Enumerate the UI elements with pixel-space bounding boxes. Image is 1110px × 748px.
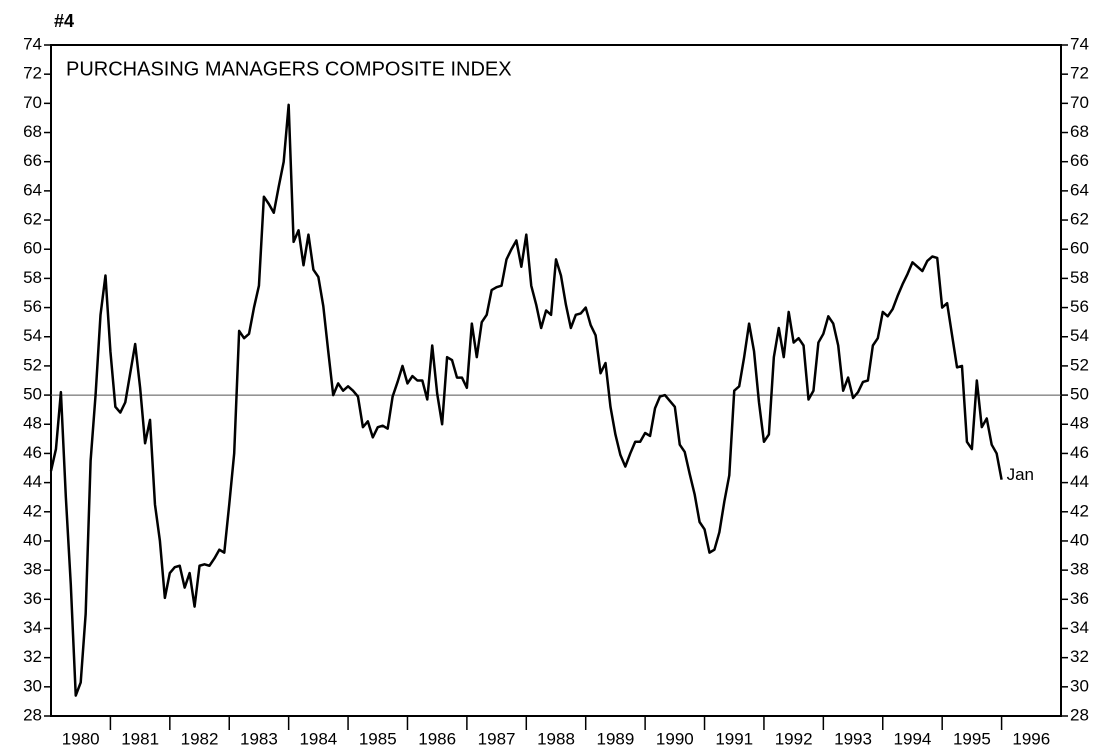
y-tick-label: 72 [23,64,42,83]
y2-tick-label: 68 [1070,122,1089,141]
y-tick-label: 44 [23,472,42,491]
y-tick-label: 28 [23,705,42,724]
x-tick-label: 1985 [359,729,397,748]
y-tick-label: 34 [23,618,42,637]
x-tick-label: 1980 [62,729,100,748]
y2-tick-label: 70 [1070,93,1089,112]
y2-tick-label: 54 [1070,326,1089,345]
y-tick-label: 40 [23,530,42,549]
y-tick-label: 52 [23,355,42,374]
x-tick-label: 1986 [418,729,456,748]
x-tick-label: 1981 [121,729,159,748]
y2-tick-label: 44 [1070,472,1089,491]
x-tick-label: 1995 [953,729,991,748]
y2-tick-label: 34 [1070,618,1089,637]
x-tick-label: 1983 [240,729,278,748]
y-tick-label: 42 [23,501,42,520]
y-tick-label: 68 [23,122,42,141]
y2-tick-label: 72 [1070,64,1089,83]
y-tick-label: 58 [23,268,42,287]
y2-tick-label: 58 [1070,268,1089,287]
y-tick-label: 30 [23,676,42,695]
y2-tick-label: 46 [1070,443,1089,462]
y2-tick-label: 50 [1070,385,1089,404]
y2-tick-label: 56 [1070,297,1089,316]
y2-tick-label: 32 [1070,647,1089,666]
y2-tick-label: 64 [1070,180,1089,199]
y-tick-label: 46 [23,443,42,462]
y-tick-label: 70 [23,93,42,112]
x-tick-label: 1988 [537,729,575,748]
chart-label: #4 [54,11,74,31]
y-tick-label: 64 [23,180,42,199]
y2-tick-label: 28 [1070,705,1089,724]
x-tick-label: 1994 [894,729,932,748]
annotation: Jan [1007,465,1034,484]
x-tick-label: 1991 [715,729,753,748]
y2-tick-label: 52 [1070,355,1089,374]
x-tick-label: 1993 [834,729,872,748]
y-tick-label: 50 [23,385,42,404]
y-tick-label: 48 [23,414,42,433]
chart-title: PURCHASING MANAGERS COMPOSITE INDEX [66,58,512,80]
y2-tick-label: 62 [1070,210,1089,229]
data-line [49,103,1003,697]
x-tick-label: 1996 [1012,729,1050,748]
y-tick-label: 36 [23,589,42,608]
plot-frame [50,44,1062,717]
y-tick-label: 56 [23,297,42,316]
y2-tick-label: 36 [1070,589,1089,608]
y-tick-label: 38 [23,560,42,579]
y2-tick-label: 38 [1070,560,1089,579]
x-tick-label: 1990 [656,729,694,748]
y2-tick-label: 30 [1070,676,1089,695]
y2-tick-label: 40 [1070,530,1089,549]
x-tick-label: 1982 [181,729,219,748]
y-tick-label: 66 [23,151,42,170]
y-tick-label: 32 [23,647,42,666]
y-tick-label: 74 [23,34,42,53]
y-tick-label: 60 [23,239,42,258]
x-tick-label: 1992 [775,729,813,748]
y-tick-label: 54 [23,326,42,345]
y2-tick-label: 60 [1070,239,1089,258]
y2-tick-label: 48 [1070,414,1089,433]
x-tick-label: 1984 [299,729,337,748]
y2-tick-label: 42 [1070,501,1089,520]
x-tick-label: 1987 [478,729,516,748]
y-tick-label: 62 [23,210,42,229]
x-tick-label: 1989 [596,729,634,748]
y2-tick-label: 66 [1070,151,1089,170]
y2-tick-label: 74 [1070,34,1089,53]
